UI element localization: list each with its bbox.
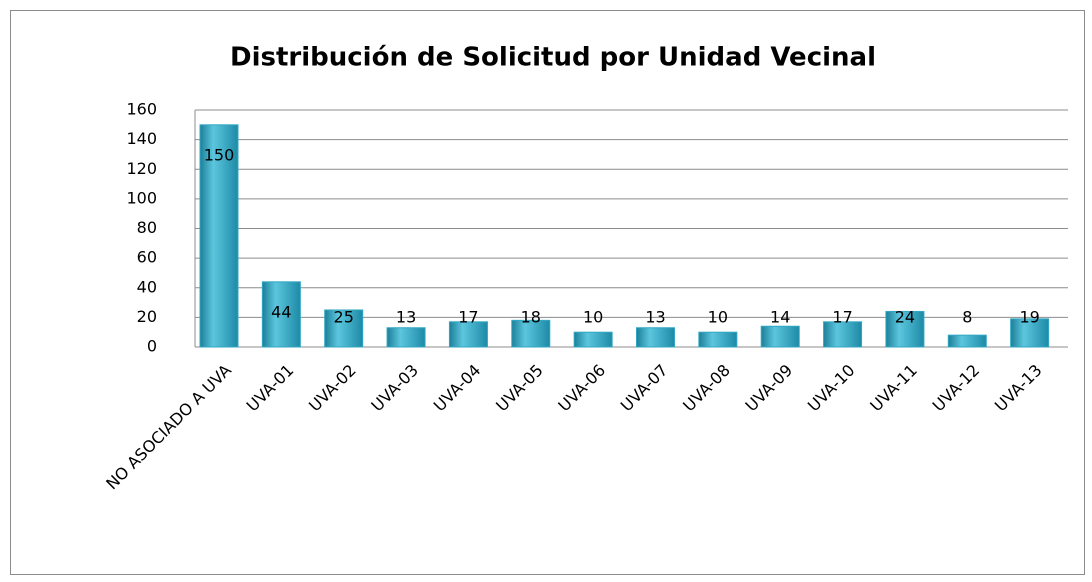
bar [636,327,675,348]
bar [760,325,800,348]
y-tick-label: 0 [147,337,157,356]
bar [386,327,426,348]
value-label: 150 [204,145,235,164]
y-tick-label: 40 [137,277,157,296]
y-tick-label: 120 [126,159,157,178]
y-tick-label: 60 [137,248,157,267]
value-label: 18 [521,308,541,327]
chart-title: Distribución de Solicitud por Unidad Vec… [230,43,876,73]
value-label: 13 [645,308,665,327]
bar [324,309,364,348]
bar [448,321,488,348]
y-tick-label: 80 [137,218,157,237]
y-tick-label: 160 [126,100,157,119]
value-label: 17 [832,308,852,327]
value-label: 13 [396,308,416,327]
bar [1010,318,1050,348]
value-label: 17 [458,308,478,327]
bar [199,124,239,348]
bar [885,310,925,348]
chart-border [10,10,1085,575]
value-label: 10 [583,308,603,327]
bar [511,319,551,348]
bar [823,321,863,348]
value-label: 10 [708,308,728,327]
value-label: 19 [1019,308,1039,327]
bar [573,331,613,348]
y-tick-label: 100 [126,188,157,207]
y-tick-label: 140 [126,129,157,148]
value-label: 25 [334,308,354,327]
bar [947,334,987,348]
value-label: 44 [271,302,291,321]
value-label: 14 [770,308,790,327]
bar [261,281,301,348]
value-label: 24 [895,308,915,327]
value-label: 8 [962,308,972,327]
bar [698,331,738,348]
y-tick-label: 20 [137,307,157,326]
